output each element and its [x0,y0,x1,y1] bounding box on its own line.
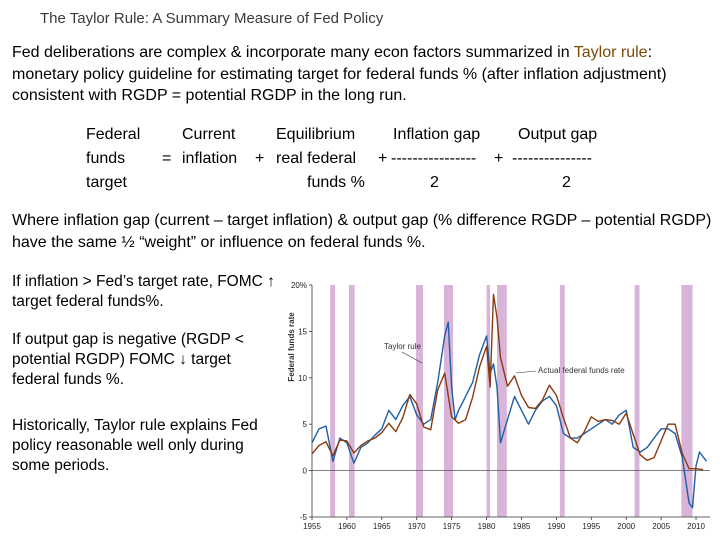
series-lines [311,293,708,509]
series-line-0 [311,321,708,509]
x-tick-label-10: 2005 [652,522,670,531]
formula-term1-line2: inflation [182,150,238,167]
plot-area [312,285,710,517]
y-tick-label-0: 20% [291,281,307,290]
formula-equals: = [162,150,172,167]
formula-term3-numerator: Inflation gap [393,126,481,143]
formula-term2-line3: funds % [307,174,365,191]
formula-plus3: + [494,150,504,167]
recession-band-8 [681,285,693,517]
formula-lhs-line3: target [86,174,127,191]
formula-term3-bar: ---------------- [391,150,477,167]
actual-rate-label: Actual federal funds rate [538,366,625,375]
taylor-rule-label: Taylor rule [384,342,421,351]
label-actual-rate: Actual federal funds rate [515,366,625,375]
x-tick-label-3: 1970 [408,522,426,531]
recession-band-4 [486,285,491,517]
formula-lhs-line2: funds [86,150,126,167]
note-inflation: If inflation > Fed’s target rate, FOMC ↑… [12,273,275,310]
x-tick-label-1: 1960 [338,522,356,531]
y-axis-label: Federal funds rate [287,312,296,382]
recession-band-5 [497,285,507,517]
note-historical: Historically, Taylor rule explains Fed p… [12,417,258,474]
recession-band-1 [349,285,355,517]
x-tick-label-5: 1980 [478,522,496,531]
note-output-gap: If output gap is negative (RGDP < potent… [12,331,244,388]
page-title: The Taylor Rule: A Summary Measure of Fe… [40,10,384,27]
formula-plus2: + [378,150,388,167]
x-tick-label-7: 1990 [547,522,565,531]
x-tick-label-2: 1965 [373,522,391,531]
recession-band-0 [330,285,336,517]
x-ticks: 1955 1960 1965 1970 1975 1980 1985 1990 1995 2000… [303,517,705,531]
formula-term4-numerator: Output gap [518,126,598,143]
taylor-rule-term: Taylor rule [573,44,648,61]
y-tick-label-1: 15 [298,327,307,336]
fed-funds-chart: 20% 15 10 5 0 -5 1955 1960 1965 1970 1975 1980 1985… [287,281,710,531]
series-line-1 [311,293,704,471]
x-tick-label-6: 1985 [513,522,531,531]
formula-lhs-line1: Federal [86,126,141,143]
y-tick-label-5: -5 [300,513,308,522]
x-tick-label-9: 2000 [617,522,635,531]
where-paragraph: Where inflation gap (current – target in… [12,212,712,251]
recession-band-6 [559,285,565,517]
intro-text-start: Fed deliberations are complex & incorpor… [12,44,570,61]
formula-plus1: + [255,150,265,167]
y-ticks: 20% 15 10 5 0 -5 [291,281,312,522]
formula-term1-line1: Current [182,126,236,143]
recession-band-7 [634,285,640,517]
formula-term4-bar: --------------- [512,150,592,167]
y-tick-label-3: 5 [303,420,308,429]
formula-term2-line2: real federal [276,150,357,167]
intro-paragraph: Fed deliberations are complex & incorpor… [12,42,712,107]
x-tick-label-11: 2010 [687,522,705,531]
label-taylor-rule: Taylor rule [384,342,423,364]
taylor-formula: Federal funds target = Current inflation… [0,124,720,196]
formula-term4-denominator: 2 [562,174,571,191]
y-tick-label-2: 10 [298,374,307,383]
x-tick-label-8: 1995 [582,522,600,531]
formula-term3-denominator: 2 [430,174,439,191]
x-tick-label-4: 1975 [443,522,461,531]
formula-term2-line1: Equilibrium [276,126,356,143]
recession-band-2 [416,285,424,517]
y-tick-label-4: 0 [303,467,308,476]
x-tick-label-0: 1955 [303,522,321,531]
intro-text-end: : monetary policy guideline for estimati… [12,44,667,105]
